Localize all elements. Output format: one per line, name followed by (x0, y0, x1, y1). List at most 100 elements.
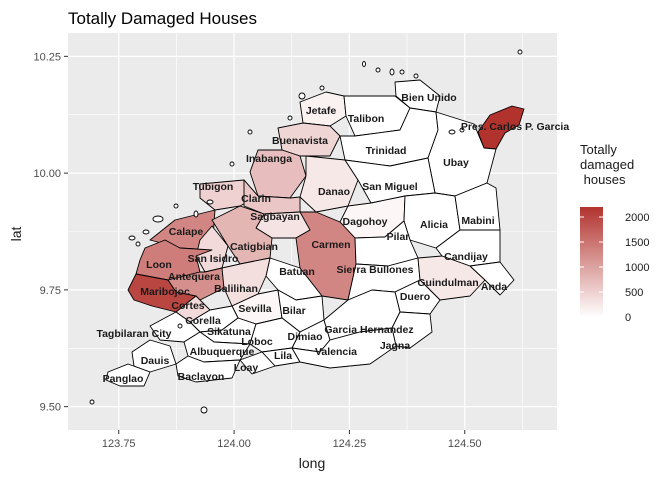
region-catigbian (211, 205, 273, 265)
x-tick-label: 124.50 (448, 438, 482, 450)
region-anda (469, 261, 515, 296)
x-tick-label: 124.25 (333, 438, 367, 450)
label-ubay: Ubay (443, 157, 469, 169)
label-mabini: Mabini (461, 215, 494, 227)
y-tick-label: 10.00 (33, 168, 61, 180)
label-sevilla: Sevilla (238, 303, 271, 315)
islet-shape (399, 69, 405, 75)
label-candijay: Candijay (444, 251, 488, 263)
label-cortes: Cortes (171, 300, 204, 312)
label-loay: Loay (234, 362, 259, 374)
label-anda: Anda (481, 281, 507, 293)
legend-title-line-3: houses (580, 172, 626, 187)
y-axis-ticks: 9.50 9.75 10.00 10.25 (33, 51, 68, 414)
municipality-labels: Bien Unido Jetafe Talibon Pres. Carlos P. G… (96, 92, 569, 385)
label-loon: Loon (146, 259, 172, 271)
municipality-regions (105, 79, 525, 387)
x-tick-label: 124.00 (217, 438, 251, 450)
x-axis-ticks: 123.75 124.00 124.25 124.50 (102, 430, 482, 450)
label-alicia: Alicia (420, 219, 448, 231)
label-valencia: Valencia (315, 346, 357, 358)
islet-shape (135, 241, 141, 247)
legend-tick-label: 500 (625, 287, 643, 299)
region-loay (239, 351, 276, 375)
region-loon (135, 239, 213, 281)
label-inabanga: Inabanga (246, 153, 292, 165)
islet-shape (142, 229, 150, 235)
legend-tick-label: 2000 (625, 212, 649, 224)
region-valencia (291, 327, 397, 369)
islet-shape (413, 73, 419, 79)
label-baclayon: Baclayon (178, 371, 225, 383)
islet-shape (448, 129, 456, 135)
islet-shape (200, 406, 208, 414)
label-panglao: Panglao (103, 373, 144, 385)
label-san-isidro: San Isidro (188, 253, 239, 265)
label-sierra-bullones: Sierra Bullones (336, 264, 413, 276)
label-tubigon: Tubigon (193, 181, 234, 193)
islet-shape (193, 210, 199, 218)
legend-tick-label: 1500 (625, 237, 649, 249)
label-corella: Corella (185, 315, 221, 327)
label-san-miguel: San Miguel (362, 181, 418, 193)
label-bilar: Bilar (282, 305, 305, 317)
islet-shape (206, 199, 214, 205)
label-jetafe: Jetafe (306, 105, 337, 117)
islet-shape (177, 323, 183, 329)
label-calape: Calape (169, 226, 204, 238)
label-guindulman: Guindulman (417, 277, 478, 289)
islet-shape (375, 67, 381, 73)
label-albuquerque: Albuquerque (190, 346, 255, 358)
x-tick-label: 123.75 (102, 438, 136, 450)
legend-ticks: 2000 1500 1000 500 0 (580, 212, 649, 324)
y-tick-label: 9.75 (40, 285, 61, 297)
islet-shape (152, 215, 164, 223)
label-carmen: Carmen (311, 239, 350, 251)
islet-shape (229, 161, 235, 167)
islet-shape (287, 115, 293, 121)
label-duero: Duero (400, 291, 430, 303)
y-axis-title: lat (8, 227, 24, 242)
plot-title: Totally Damaged Houses (68, 9, 257, 28)
islet-shape (247, 129, 253, 135)
label-bien-unido: Bien Unido (401, 92, 456, 104)
label-dauis: Dauis (141, 355, 170, 367)
label-maribojoc: Maribojoc (140, 286, 190, 298)
islet-shape (517, 49, 523, 55)
legend: Totally damaged houses 2000 1500 1000 500 0 (580, 142, 649, 324)
label-pres-carlos-p-garcia: Pres. Carlos P. Garcia (461, 121, 570, 133)
label-catigbian: Catigbian (230, 241, 278, 253)
label-balilihan: Balilihan (214, 283, 258, 295)
islet-shape (319, 85, 325, 91)
y-tick-label: 9.50 (40, 402, 61, 414)
x-axis-title: long (299, 455, 325, 471)
islet-shape (128, 235, 136, 241)
label-trinidad: Trinidad (366, 145, 407, 157)
label-batuan: Batuan (279, 266, 315, 278)
label-dagohoy: Dagohoy (343, 216, 388, 228)
label-garcia-hernandez: Garcia Hernandez (324, 324, 413, 336)
label-jagna: Jagna (380, 340, 411, 352)
region-mabini (454, 182, 501, 231)
label-sagbayan: Sagbayan (250, 211, 300, 223)
islet-shape (459, 127, 465, 133)
label-tagbilaran-city: Tagbilaran City (96, 328, 171, 340)
label-buenavista: Buenavista (272, 135, 328, 147)
label-lila: Lila (274, 350, 292, 362)
islet-shape (173, 203, 179, 209)
label-sikatuna: Sikatuna (207, 326, 251, 338)
label-talibon: Talibon (348, 113, 385, 125)
region-inabanga (249, 149, 307, 199)
legend-tick-label: 1000 (625, 262, 649, 274)
region-panglao (105, 363, 151, 387)
islet-shape (389, 68, 395, 76)
legend-tick-label: 0 (625, 312, 631, 324)
label-danao: Danao (318, 186, 350, 198)
label-dimiao: Dimiao (287, 331, 322, 343)
y-tick-label: 10.25 (33, 51, 61, 63)
region-baclayon (175, 355, 241, 383)
legend-title-line-2: damaged (580, 157, 634, 172)
label-loboc: Loboc (241, 336, 273, 348)
